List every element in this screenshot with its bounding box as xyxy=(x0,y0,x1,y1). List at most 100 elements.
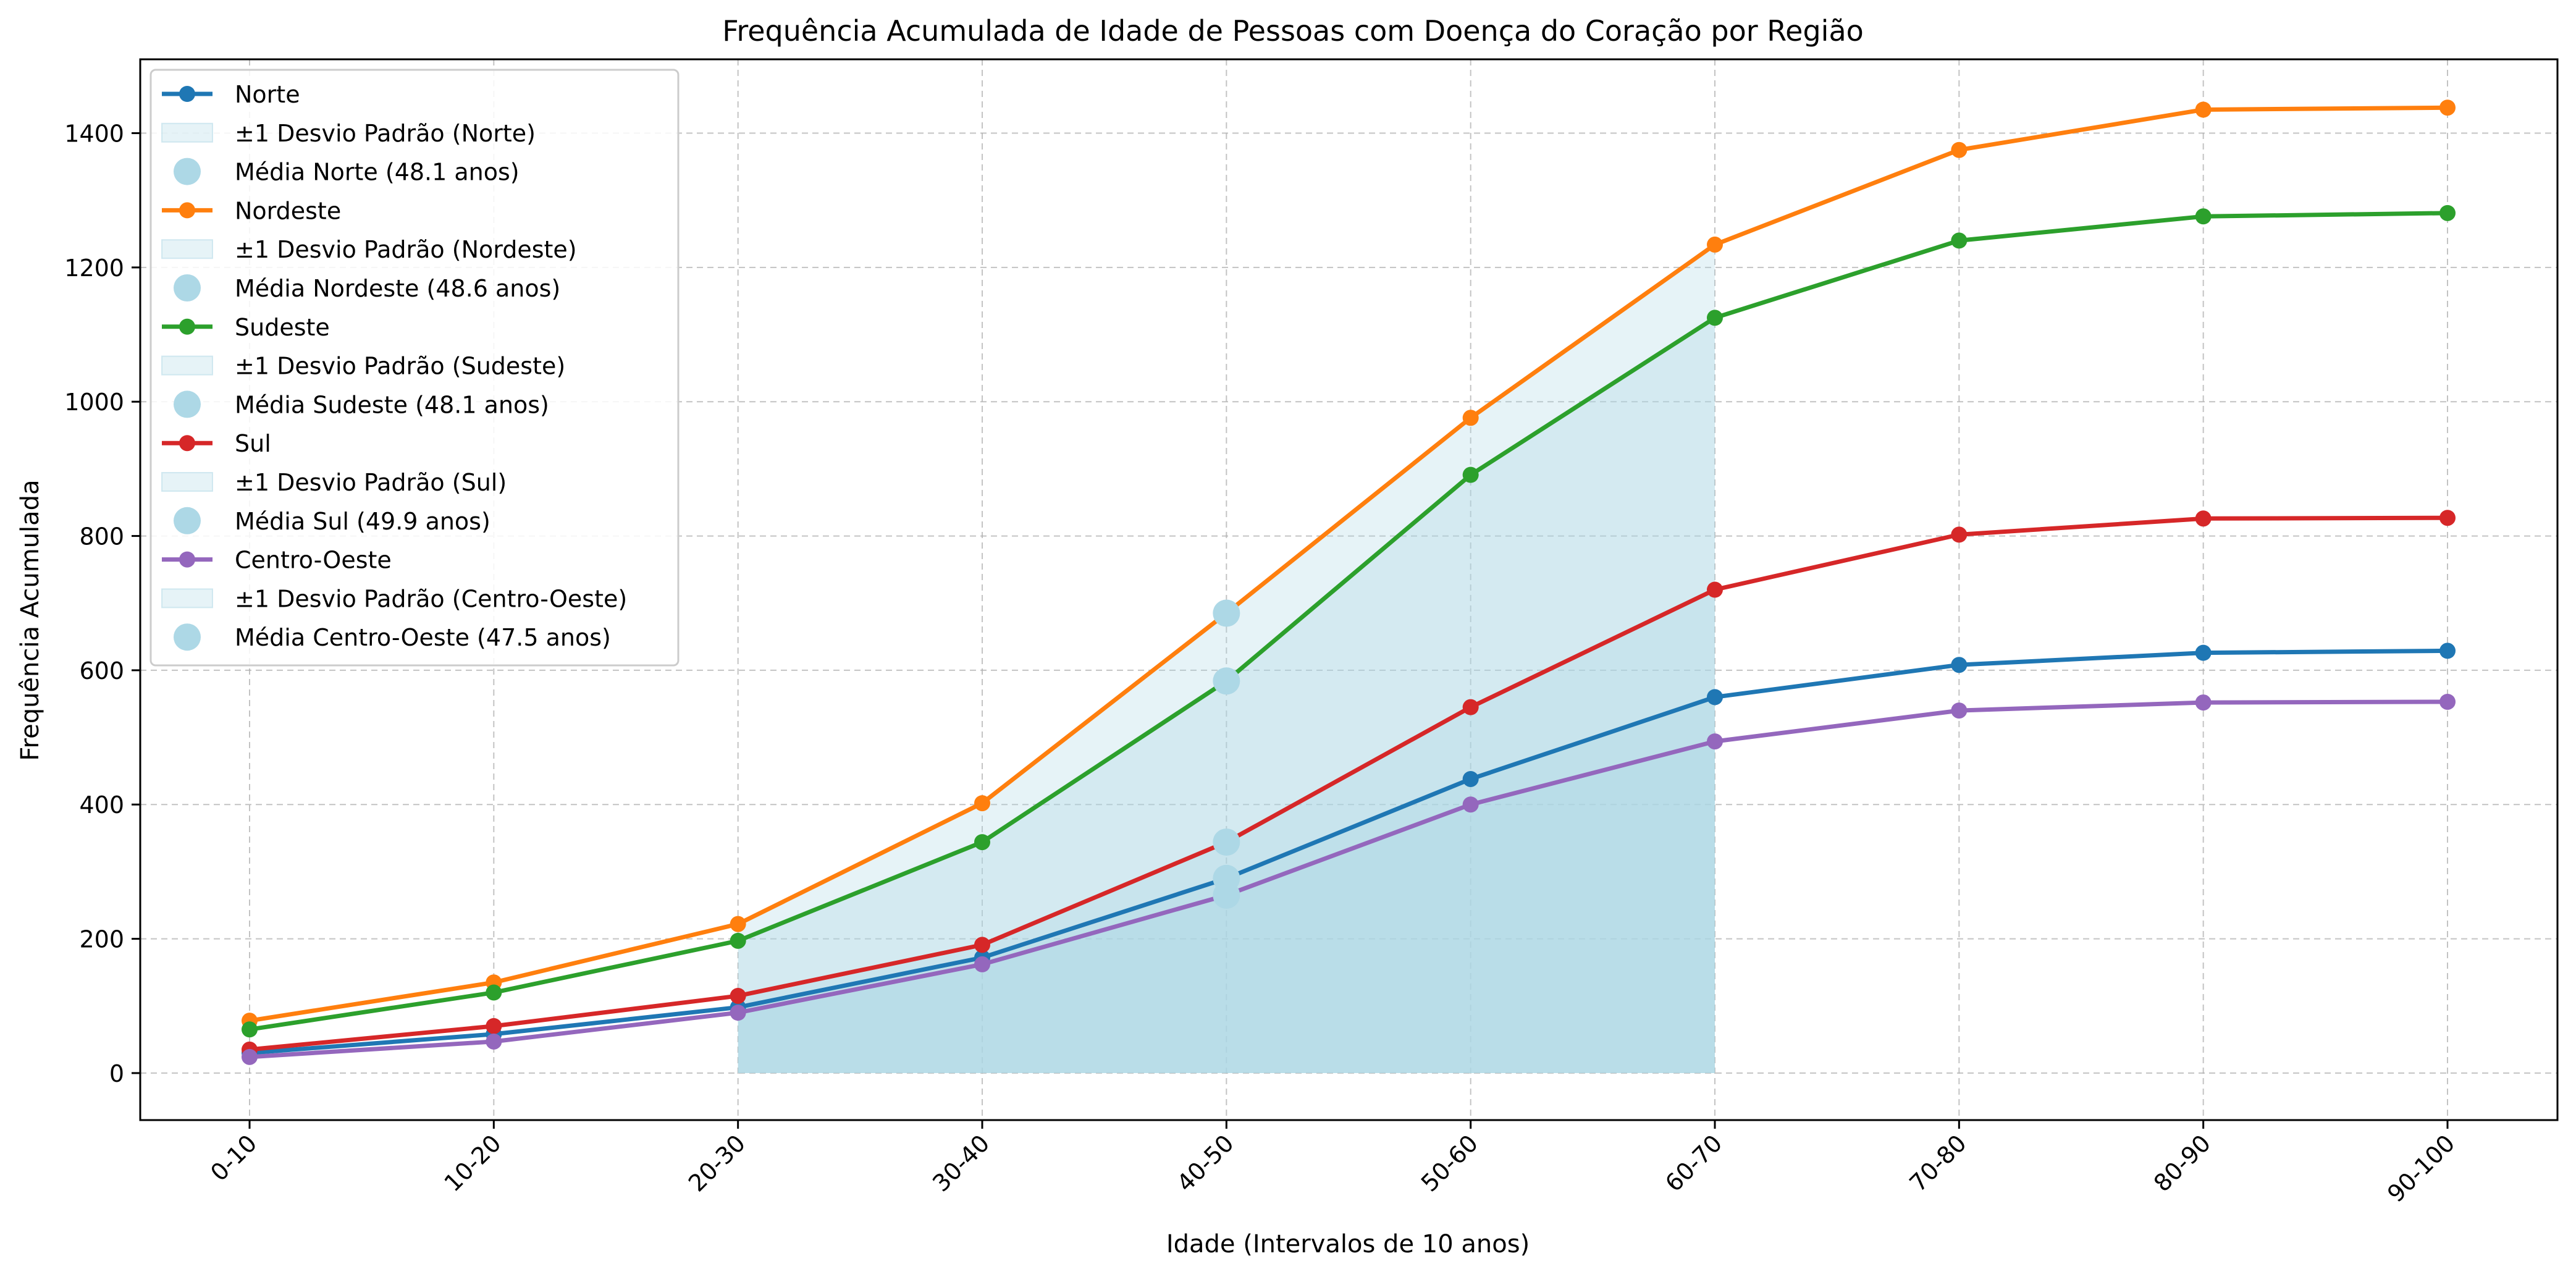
x-tick-label: 70-80 xyxy=(1905,1129,1972,1197)
series-4 xyxy=(242,693,2456,1065)
data-point xyxy=(1462,796,1479,813)
data-point xyxy=(486,1033,502,1050)
data-point xyxy=(486,984,502,1001)
y-tick-label: 1400 xyxy=(64,120,124,148)
y-axis: 0 200 400 600 800 1000 1200 1400 xyxy=(64,120,140,1087)
data-point xyxy=(1707,581,1723,598)
series-line-2 xyxy=(249,211,2448,1032)
legend-label: Média Nordeste (48.6 anos) xyxy=(235,275,560,302)
data-point xyxy=(1951,141,1968,158)
x-tick-label: 10-20 xyxy=(439,1129,507,1197)
legend-label: ±1 Desvio Padrão (Norte) xyxy=(235,120,536,147)
x-tick-label: 60-70 xyxy=(1660,1129,1727,1197)
data-point xyxy=(1951,702,1968,719)
legend-swatch-band xyxy=(161,239,213,259)
series-line-3 xyxy=(249,515,2448,1052)
data-point xyxy=(2195,208,2212,225)
plot-frame xyxy=(139,58,2559,1121)
mean-marker-3 xyxy=(1213,828,1240,856)
data-point xyxy=(1707,733,1723,750)
data-point xyxy=(2195,694,2212,711)
data-point xyxy=(2439,204,2456,221)
y-tick-label: 1000 xyxy=(64,389,124,416)
legend-label: Média Norte (48.1 anos) xyxy=(235,159,520,186)
legend-swatch-marker xyxy=(174,623,201,651)
data-point xyxy=(1951,657,1968,673)
data-point xyxy=(1707,236,1723,253)
x-axis-label: Idade (Intervalos de 10 anos) xyxy=(1166,1230,1530,1258)
series-line-4 xyxy=(249,699,2448,1060)
data-point xyxy=(2439,643,2456,659)
legend-swatch-marker xyxy=(174,507,201,534)
legend-swatch-band xyxy=(161,588,213,609)
std-band-1 xyxy=(738,244,1715,1073)
mean-marker-1 xyxy=(1213,599,1240,627)
legend-swatch-point xyxy=(179,551,195,568)
legend-label: ±1 Desvio Padrão (Sul) xyxy=(235,469,507,496)
mean-markers xyxy=(1213,599,1240,909)
legend-swatch-point xyxy=(179,318,195,335)
data-point xyxy=(242,1048,258,1065)
data-point xyxy=(1707,310,1723,326)
y-tick-label: 800 xyxy=(79,523,124,550)
legend-swatch-band xyxy=(161,472,213,492)
legend-label: Média Sudeste (48.1 anos) xyxy=(235,391,549,418)
legend-label: Centro-Oeste xyxy=(235,547,392,574)
y-axis-label: Frequência Acumulada xyxy=(16,479,44,761)
data-point xyxy=(486,1018,502,1034)
legend-swatch-point xyxy=(179,86,195,102)
legend-swatch-band xyxy=(161,355,213,376)
legend-swatch-marker xyxy=(174,390,201,418)
legend-label: Média Sul (49.9 anos) xyxy=(235,508,490,535)
series-line-0 xyxy=(249,648,2448,1055)
data-point xyxy=(2195,510,2212,527)
legend-label: ±1 Desvio Padrão (Nordeste) xyxy=(235,236,577,263)
x-tick-label: 20-30 xyxy=(683,1129,751,1197)
data-point xyxy=(1462,770,1479,787)
mean-marker-2 xyxy=(1213,667,1240,695)
data-point xyxy=(1462,466,1479,483)
data-point xyxy=(2439,99,2456,116)
data-point xyxy=(1951,232,1968,249)
data-point xyxy=(1462,410,1479,426)
data-point xyxy=(2195,101,2212,118)
legend-swatch-point xyxy=(179,202,195,219)
y-tick-label: 400 xyxy=(79,791,124,819)
legend-swatch-point xyxy=(179,435,195,452)
data-point xyxy=(1707,689,1723,706)
data-point xyxy=(974,956,990,972)
data-point xyxy=(1951,526,1968,543)
x-tick-label: 80-90 xyxy=(2149,1129,2216,1197)
x-tick-label: 40-50 xyxy=(1172,1129,1239,1197)
data-point xyxy=(242,1021,258,1038)
x-tick-label: 0-10 xyxy=(205,1129,262,1186)
y-tick-label: 0 xyxy=(109,1060,124,1087)
data-point xyxy=(974,795,990,812)
legend-box xyxy=(149,69,680,667)
x-axis: 0-10 10-20 20-30 30-40 40-50 50-60 60-70 70-80 8… xyxy=(205,1120,2460,1208)
chart-title: Frequência Acumulada de Idade de Pessoas… xyxy=(722,14,1864,48)
legend-label: ±1 Desvio Padrão (Centro-Oeste) xyxy=(235,585,627,612)
y-tick-label: 1200 xyxy=(64,255,124,282)
std-band-2 xyxy=(738,318,1715,1073)
data-point xyxy=(2195,644,2212,661)
legend-label: Norte xyxy=(235,81,300,108)
series-2 xyxy=(242,204,2456,1038)
legend-swatch-marker xyxy=(174,274,201,301)
series-lines xyxy=(242,99,2456,1065)
x-tick-label: 30-40 xyxy=(927,1129,995,1197)
data-point xyxy=(730,916,746,932)
x-tick-label: 90-100 xyxy=(2382,1129,2460,1207)
legend-label: Sudeste xyxy=(235,314,330,341)
legend-label: Média Centro-Oeste (47.5 anos) xyxy=(235,624,611,651)
data-point xyxy=(730,1005,746,1021)
series-line-1 xyxy=(249,105,2448,1023)
data-point xyxy=(2439,693,2456,710)
data-point xyxy=(2439,510,2456,526)
legend: Norte ±1 Desvio Padrão (Norte) Média Norte… xyxy=(149,69,680,667)
legend-label: Sul xyxy=(235,430,271,457)
legend-label: Nordeste xyxy=(235,197,341,224)
data-point xyxy=(1462,699,1479,715)
legend-swatch-marker xyxy=(174,158,201,185)
